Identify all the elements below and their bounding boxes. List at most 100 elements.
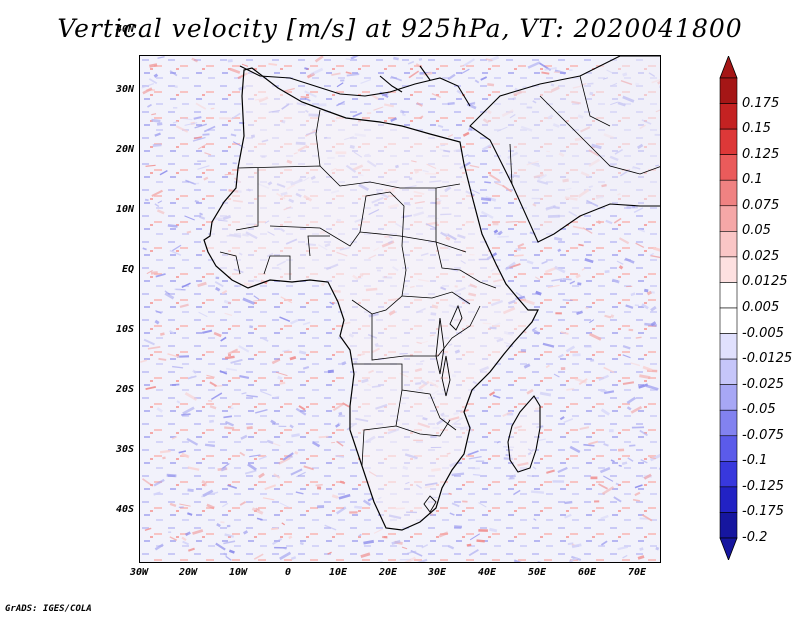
field-speckle bbox=[447, 544, 455, 550]
lat-label: 40N bbox=[115, 24, 134, 35]
field-speckle bbox=[256, 517, 263, 521]
field-speckle bbox=[144, 198, 149, 202]
field-speckle bbox=[193, 136, 203, 140]
field-speckle bbox=[476, 539, 485, 543]
colorbar-box bbox=[719, 384, 738, 411]
field-speckle bbox=[634, 304, 639, 307]
field-speckle bbox=[281, 522, 286, 526]
field-speckle bbox=[142, 247, 147, 251]
field-speckle bbox=[492, 394, 501, 399]
field-speckle bbox=[571, 543, 582, 549]
field-speckle bbox=[532, 328, 540, 336]
field-speckle bbox=[162, 456, 166, 460]
lon-label: 20W bbox=[178, 567, 198, 578]
field-speckle bbox=[464, 154, 469, 158]
field-speckle bbox=[181, 117, 193, 121]
field-speckle bbox=[492, 222, 499, 226]
field-speckle bbox=[304, 67, 309, 70]
field-speckle bbox=[279, 381, 286, 385]
field-speckle bbox=[613, 496, 622, 503]
field-speckle bbox=[622, 381, 635, 385]
colorbar-box bbox=[719, 512, 738, 539]
field-speckle bbox=[271, 527, 279, 531]
field-speckle bbox=[588, 440, 599, 446]
field-speckle bbox=[638, 228, 646, 233]
field-speckle bbox=[604, 314, 612, 319]
field-speckle bbox=[221, 289, 228, 295]
field-speckle bbox=[582, 227, 593, 234]
island-madagascar bbox=[507, 395, 541, 473]
field-speckle bbox=[660, 160, 661, 162]
field-speckle bbox=[279, 502, 291, 509]
field-speckle bbox=[639, 374, 651, 380]
field-speckle bbox=[354, 505, 363, 509]
field-speckle bbox=[643, 473, 652, 480]
field-speckle bbox=[547, 284, 560, 289]
field-speckle bbox=[206, 374, 215, 378]
field-speckle bbox=[589, 332, 602, 341]
field-speckle bbox=[147, 346, 161, 350]
field-speckle bbox=[542, 342, 555, 348]
field-speckle bbox=[224, 355, 235, 360]
field-speckle bbox=[358, 533, 362, 537]
field-speckle bbox=[555, 312, 562, 315]
field-speckle bbox=[622, 554, 628, 559]
field-speckle bbox=[190, 376, 194, 378]
lat-label: 30N bbox=[115, 84, 134, 95]
field-speckle bbox=[282, 452, 294, 461]
field-speckle bbox=[178, 450, 187, 454]
field-speckle bbox=[373, 528, 383, 534]
field-speckle bbox=[553, 71, 560, 73]
field-speckle bbox=[289, 355, 297, 361]
field-speckle bbox=[603, 475, 614, 482]
field-speckle bbox=[569, 445, 581, 454]
field-speckle bbox=[345, 58, 354, 61]
field-speckle bbox=[154, 203, 160, 208]
field-speckle bbox=[227, 348, 239, 355]
field-speckle bbox=[626, 406, 632, 411]
field-speckle bbox=[181, 413, 191, 416]
field-speckle bbox=[649, 453, 660, 462]
field-speckle bbox=[329, 301, 334, 306]
field-speckle bbox=[629, 444, 636, 447]
field-speckle bbox=[275, 371, 288, 377]
field-speckle bbox=[277, 375, 283, 381]
field-speckle bbox=[198, 311, 208, 318]
field-speckle bbox=[167, 224, 178, 228]
field-speckle bbox=[298, 350, 307, 355]
field-speckle bbox=[222, 463, 230, 469]
field-speckle bbox=[181, 282, 191, 288]
field-speckle bbox=[229, 67, 241, 74]
field-speckle bbox=[176, 355, 190, 358]
field-speckle bbox=[210, 392, 223, 400]
field-speckle bbox=[352, 111, 363, 118]
field-speckle bbox=[448, 492, 452, 495]
field-speckle bbox=[635, 242, 645, 248]
arabian-peninsula bbox=[469, 56, 660, 243]
field-speckle bbox=[154, 319, 160, 325]
field-speckle bbox=[541, 71, 550, 75]
field-speckle bbox=[635, 336, 642, 339]
field-speckle bbox=[251, 507, 264, 515]
field-speckle bbox=[615, 482, 620, 486]
lat-label: 30S bbox=[115, 444, 134, 455]
field-speckle bbox=[219, 117, 232, 120]
field-speckle bbox=[454, 525, 462, 529]
field-speckle bbox=[399, 109, 405, 114]
field-speckle bbox=[576, 310, 583, 316]
field-speckle bbox=[546, 469, 555, 474]
colorbar-label: 0.0125 bbox=[742, 274, 788, 290]
colorbar-box bbox=[719, 358, 738, 385]
colorbar-box bbox=[719, 128, 738, 155]
field-speckle bbox=[331, 441, 336, 444]
field-speckle bbox=[618, 448, 625, 452]
field-speckle bbox=[557, 248, 562, 253]
field-speckle bbox=[187, 466, 200, 471]
field-speckle bbox=[266, 439, 274, 445]
field-speckle bbox=[467, 450, 479, 456]
field-speckle bbox=[535, 290, 542, 296]
field-speckle bbox=[526, 388, 534, 395]
lat-label: 20N bbox=[115, 144, 134, 155]
field-speckle bbox=[489, 527, 498, 533]
field-speckle bbox=[533, 518, 537, 521]
